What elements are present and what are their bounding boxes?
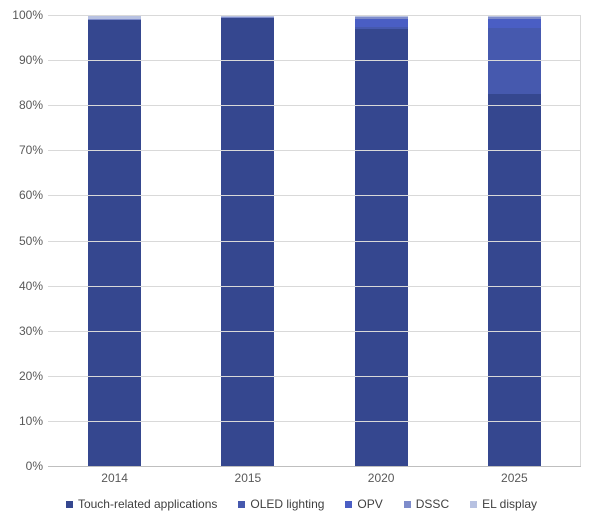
gridline: [48, 330, 581, 332]
bar-segment: [487, 15, 541, 18]
x-axis-category-label: 2020: [367, 471, 395, 485]
bar-segment: [487, 17, 541, 19]
legend-swatch: [345, 500, 353, 508]
bar-column-2015: [181, 15, 314, 466]
y-axis-tick-label: 100%: [12, 8, 43, 22]
y-axis-tick-label: 40%: [18, 278, 43, 293]
legend-label: Touch-related applications: [77, 497, 218, 511]
legend-item: DSSC: [403, 497, 450, 511]
bar-segment: [487, 93, 541, 466]
legend: Touch-related applications OLED lighting O…: [0, 497, 603, 511]
bar-segment: [354, 27, 408, 29]
stacked-bar-2014: [88, 15, 142, 466]
gridline: [48, 150, 581, 152]
legend-swatch: [470, 500, 478, 508]
x-axis-category-label: 2014: [101, 471, 128, 485]
legend-label: DSSC: [415, 497, 450, 511]
legend-item: Touch-related applications: [65, 497, 218, 511]
y-axis-tick-label: 20%: [18, 368, 43, 383]
gridline: [48, 15, 581, 16]
x-axis-line: [48, 466, 581, 467]
y-axis-tick-label: 90%: [18, 53, 43, 68]
legend-swatch: [65, 500, 73, 508]
x-axis-category-label: 2025: [501, 471, 528, 485]
bar-segment: [354, 17, 408, 19]
y-axis-tick-label: 50%: [18, 233, 43, 248]
stacked-bar-2015: [221, 15, 275, 466]
stacked-bar-2020: [354, 15, 408, 466]
bar-segment: [487, 18, 541, 28]
y-axis-tick-label: 30%: [18, 323, 43, 338]
plot-area: [48, 15, 581, 467]
bar-segment: [88, 18, 142, 20]
gridline: [48, 105, 581, 107]
legend-swatch: [403, 500, 411, 508]
x-axis-category-label: 2015: [234, 471, 262, 485]
bar-segment: [88, 19, 142, 466]
y-axis-tick-label: 60%: [18, 188, 43, 203]
legend-item: OLED lighting: [238, 497, 324, 511]
gridline: [48, 195, 581, 197]
gridline: [48, 60, 581, 62]
legend-label: OPV: [357, 497, 383, 511]
legend-swatch: [238, 500, 246, 508]
y-axis-tick-label: 0%: [25, 459, 43, 473]
legend-item: EL display: [470, 497, 537, 511]
gridline: [48, 375, 581, 377]
y-axis-tick-label: 10%: [18, 413, 43, 428]
bar-segment: [221, 18, 275, 466]
legend-item: OPV: [345, 497, 383, 511]
bar-segment: [354, 15, 408, 18]
x-axis-labels: 2014 2015 2020 2025: [48, 471, 581, 485]
gridline: [48, 240, 581, 242]
gridline: [48, 285, 581, 287]
bar-segment: [354, 18, 408, 28]
bar-segment: [354, 28, 408, 466]
bar-segment: [88, 15, 142, 19]
legend-label: OLED lighting: [250, 497, 325, 511]
gridline: [48, 420, 581, 422]
bar-column-2020: [315, 15, 448, 466]
y-axis-tick-label: 80%: [18, 98, 43, 113]
bar-column-2014: [48, 15, 181, 466]
legend-label: EL display: [482, 497, 538, 511]
y-axis-tick-label: 70%: [18, 143, 43, 158]
bar-segment: [221, 16, 275, 18]
